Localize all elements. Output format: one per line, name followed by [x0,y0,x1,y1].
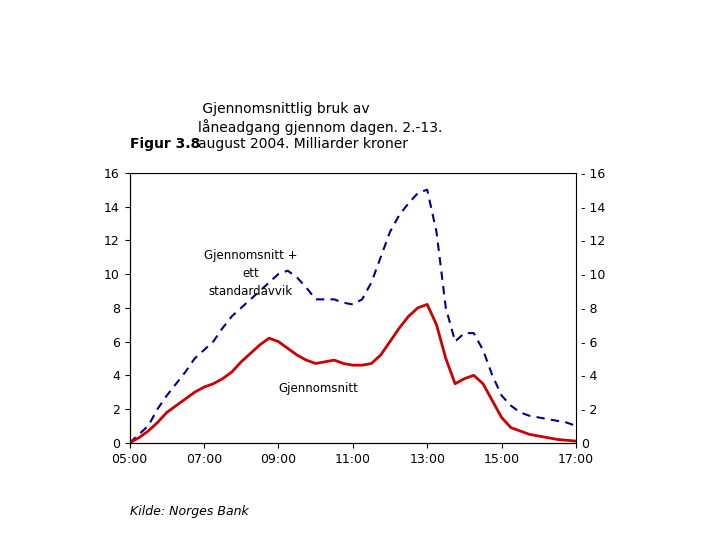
Text: Gjennomsnittlig bruk av
låneadgang gjennom dagen. 2.-13.
august 2004. Milliarder: Gjennomsnittlig bruk av låneadgang gjenn… [198,103,442,151]
Text: Gjennomsnitt +
ett
standardavvik: Gjennomsnitt + ett standardavvik [204,249,297,298]
Text: Figur 3.8: Figur 3.8 [130,137,200,151]
Text: Kilde: Norges Bank: Kilde: Norges Bank [130,505,248,518]
Text: Gjennomsnitt: Gjennomsnitt [279,382,359,395]
